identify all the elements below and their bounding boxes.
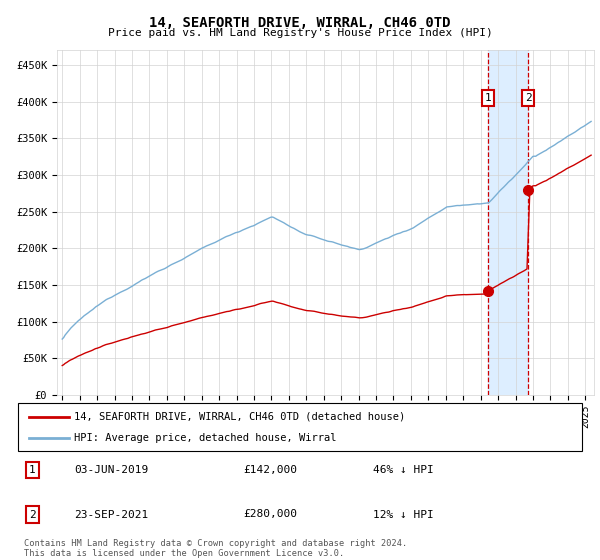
Text: 12% ↓ HPI: 12% ↓ HPI bbox=[373, 510, 434, 520]
Text: Price paid vs. HM Land Registry's House Price Index (HPI): Price paid vs. HM Land Registry's House … bbox=[107, 28, 493, 38]
Text: 2: 2 bbox=[29, 510, 35, 520]
Text: 1: 1 bbox=[29, 465, 35, 475]
Text: 23-SEP-2021: 23-SEP-2021 bbox=[74, 510, 149, 520]
Bar bbox=[488, 50, 528, 395]
Text: £280,000: £280,000 bbox=[244, 510, 298, 520]
Text: 14, SEAFORTH DRIVE, WIRRAL, CH46 0TD (detached house): 14, SEAFORTH DRIVE, WIRRAL, CH46 0TD (de… bbox=[74, 412, 406, 422]
Text: Contains HM Land Registry data © Crown copyright and database right 2024.
This d: Contains HM Land Registry data © Crown c… bbox=[24, 539, 407, 558]
Text: 14, SEAFORTH DRIVE, WIRRAL, CH46 0TD: 14, SEAFORTH DRIVE, WIRRAL, CH46 0TD bbox=[149, 16, 451, 30]
Text: 2: 2 bbox=[525, 93, 532, 103]
Text: HPI: Average price, detached house, Wirral: HPI: Average price, detached house, Wirr… bbox=[74, 433, 337, 444]
Text: 46% ↓ HPI: 46% ↓ HPI bbox=[373, 465, 434, 475]
Text: 03-JUN-2019: 03-JUN-2019 bbox=[74, 465, 149, 475]
Text: £142,000: £142,000 bbox=[244, 465, 298, 475]
Text: 1: 1 bbox=[485, 93, 491, 103]
